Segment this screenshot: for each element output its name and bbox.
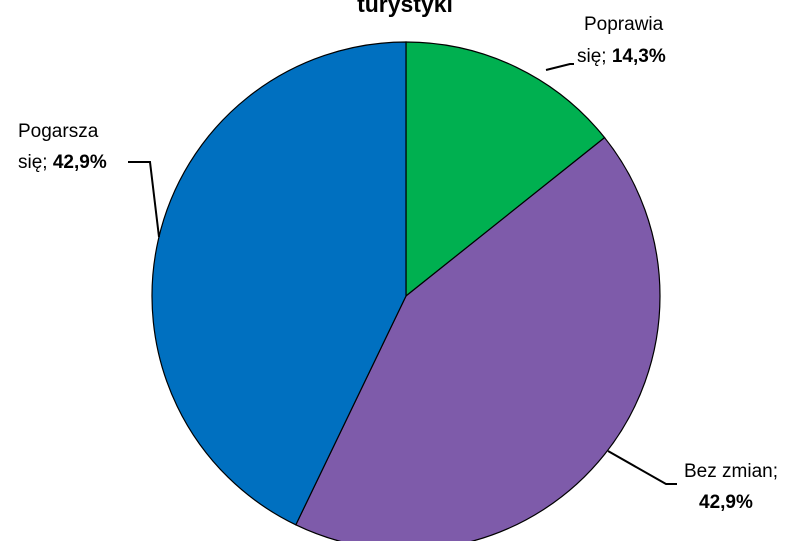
label-bez-zmian-line1: Bez zmian;	[684, 461, 778, 482]
label-poprawia-line2: się; 14,3%	[577, 46, 666, 67]
label-pogarsza-line1: Pogarsza	[18, 121, 99, 142]
label-poprawia-name: się;	[577, 46, 607, 67]
chart-title: turystyki	[357, 0, 453, 17]
slice-poprawia	[405, 41, 606, 298]
label-poprawia-line1: Poprawia	[584, 14, 664, 35]
label-pogarsza-value: 42,9%	[53, 152, 107, 173]
label-pogarsza-line2: się; 42,9%	[18, 152, 107, 173]
label-bez-zmian-value: 42,9%	[699, 492, 753, 513]
label-pogarsza-name: się;	[18, 152, 48, 173]
leader-line-poprawia	[545, 63, 574, 71]
slice-bez-zmian	[294, 136, 661, 541]
label-poprawia-value: 14,3%	[612, 46, 666, 67]
pie-slices	[151, 41, 661, 541]
leader-line-pogarsza	[128, 161, 160, 238]
slice-pogarsza	[151, 41, 407, 526]
leader-line-bez-zmian	[607, 450, 677, 485]
